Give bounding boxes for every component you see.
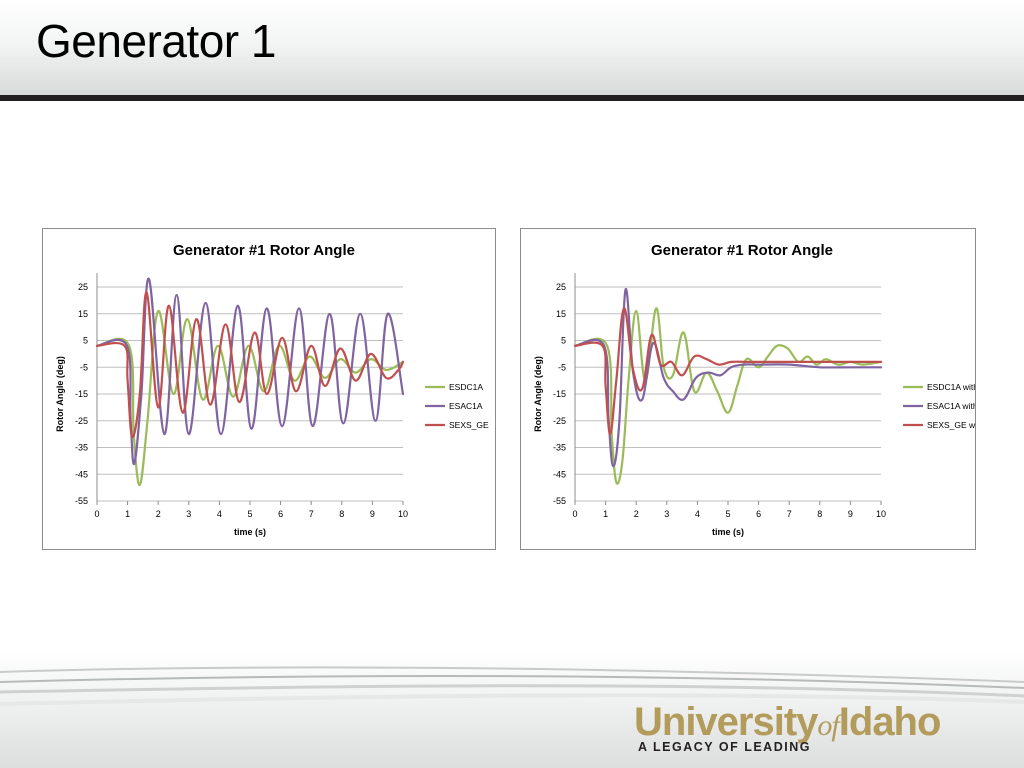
y-axis-title: Rotor Angle (deg) xyxy=(533,356,543,432)
x-tick-label: 2 xyxy=(634,509,639,519)
chart-left-svg: Generator #1 Rotor Angle25155-5-15-25-35… xyxy=(55,242,489,537)
legend-label: ESAC1A xyxy=(449,401,483,411)
x-axis-title: time (s) xyxy=(234,527,266,537)
x-tick-label: 9 xyxy=(848,509,853,519)
y-tick-label: -25 xyxy=(553,416,566,426)
x-tick-label: 6 xyxy=(756,509,761,519)
y-tick-label: -15 xyxy=(75,389,88,399)
series-line xyxy=(573,288,883,468)
chart-right-svg: Generator #1 Rotor Angle25155-5-15-25-35… xyxy=(533,242,975,537)
y-tick-label: -35 xyxy=(553,443,566,453)
logo-name-part1: University xyxy=(634,700,818,744)
x-tick-label: 0 xyxy=(572,509,577,519)
x-tick-label: 8 xyxy=(339,509,344,519)
x-tick-label: 1 xyxy=(603,509,608,519)
series-line xyxy=(95,277,405,466)
logo-tagline: A LEGACY OF LEADING xyxy=(638,740,811,754)
header-band xyxy=(0,0,1024,96)
slide-title: Generator 1 xyxy=(36,15,276,67)
x-tick-label: 2 xyxy=(156,509,161,519)
y-tick-label: 15 xyxy=(556,309,566,319)
legend-label: ESDC1A with PSS xyxy=(927,382,975,392)
y-tick-label: -25 xyxy=(75,416,88,426)
x-tick-label: 8 xyxy=(817,509,822,519)
legend-label: ESAC1A with PSS xyxy=(927,401,975,411)
chart-right: Generator #1 Rotor Angle 25 15 5 -5 -15 -25 -35… xyxy=(520,228,976,550)
x-tick-label: 0 xyxy=(94,509,99,519)
y-tick-label: -45 xyxy=(75,469,88,479)
y-tick-label: 5 xyxy=(83,336,88,346)
y-tick-label: 25 xyxy=(78,282,88,292)
x-tick-label: 5 xyxy=(725,509,730,519)
chart-title: Generator #1 Rotor Angle xyxy=(651,242,833,259)
series-line xyxy=(95,309,405,487)
legend-label: SEXS_GE with PSS xyxy=(927,420,975,430)
logo-wordmark: UniversityofIdaho xyxy=(634,700,942,748)
x-tick-label: 1 xyxy=(125,509,130,519)
series-line xyxy=(95,291,405,438)
y-tick-label: -5 xyxy=(80,362,88,372)
header-rule xyxy=(0,95,1024,101)
chart-title: Generator #1 Rotor Angle xyxy=(173,242,355,259)
x-tick-label: 6 xyxy=(278,509,283,519)
x-tick-label: 10 xyxy=(876,509,886,519)
logo-name-part2: Idaho xyxy=(838,700,942,744)
university-logo: UniversityofIdaho A LEGACY OF LEADING xyxy=(634,700,984,760)
x-tick-label: 7 xyxy=(309,509,314,519)
x-tick-label: 10 xyxy=(398,509,408,519)
logo-name-of: of xyxy=(817,709,839,742)
y-tick-label: -55 xyxy=(75,496,88,506)
y-tick-label: -35 xyxy=(75,443,88,453)
x-tick-label: 3 xyxy=(186,509,191,519)
y-tick-label: -55 xyxy=(553,496,566,506)
footer-waves xyxy=(0,652,1024,768)
legend-label: SEXS_GE xyxy=(449,420,489,430)
y-tick-label: -45 xyxy=(553,469,566,479)
chart-left: Generator #1 Rotor Angle 25 15 5 -5 -15 -25 -35… xyxy=(42,228,496,550)
y-tick-label: 5 xyxy=(561,336,566,346)
x-tick-label: 7 xyxy=(787,509,792,519)
y-tick-label: -5 xyxy=(558,362,566,372)
y-tick-label: -15 xyxy=(553,389,566,399)
x-tick-label: 3 xyxy=(664,509,669,519)
x-axis-title: time (s) xyxy=(712,527,744,537)
y-tick-label: 15 xyxy=(78,309,88,319)
x-tick-label: 5 xyxy=(247,509,252,519)
x-tick-label: 4 xyxy=(695,509,700,519)
series-line xyxy=(573,307,883,436)
x-tick-label: 9 xyxy=(370,509,375,519)
series-line xyxy=(573,307,883,485)
legend-label: ESDC1A xyxy=(449,382,483,392)
y-axis-title: Rotor Angle (deg) xyxy=(55,356,65,432)
x-tick-label: 4 xyxy=(217,509,222,519)
y-tick-label: 25 xyxy=(556,282,566,292)
